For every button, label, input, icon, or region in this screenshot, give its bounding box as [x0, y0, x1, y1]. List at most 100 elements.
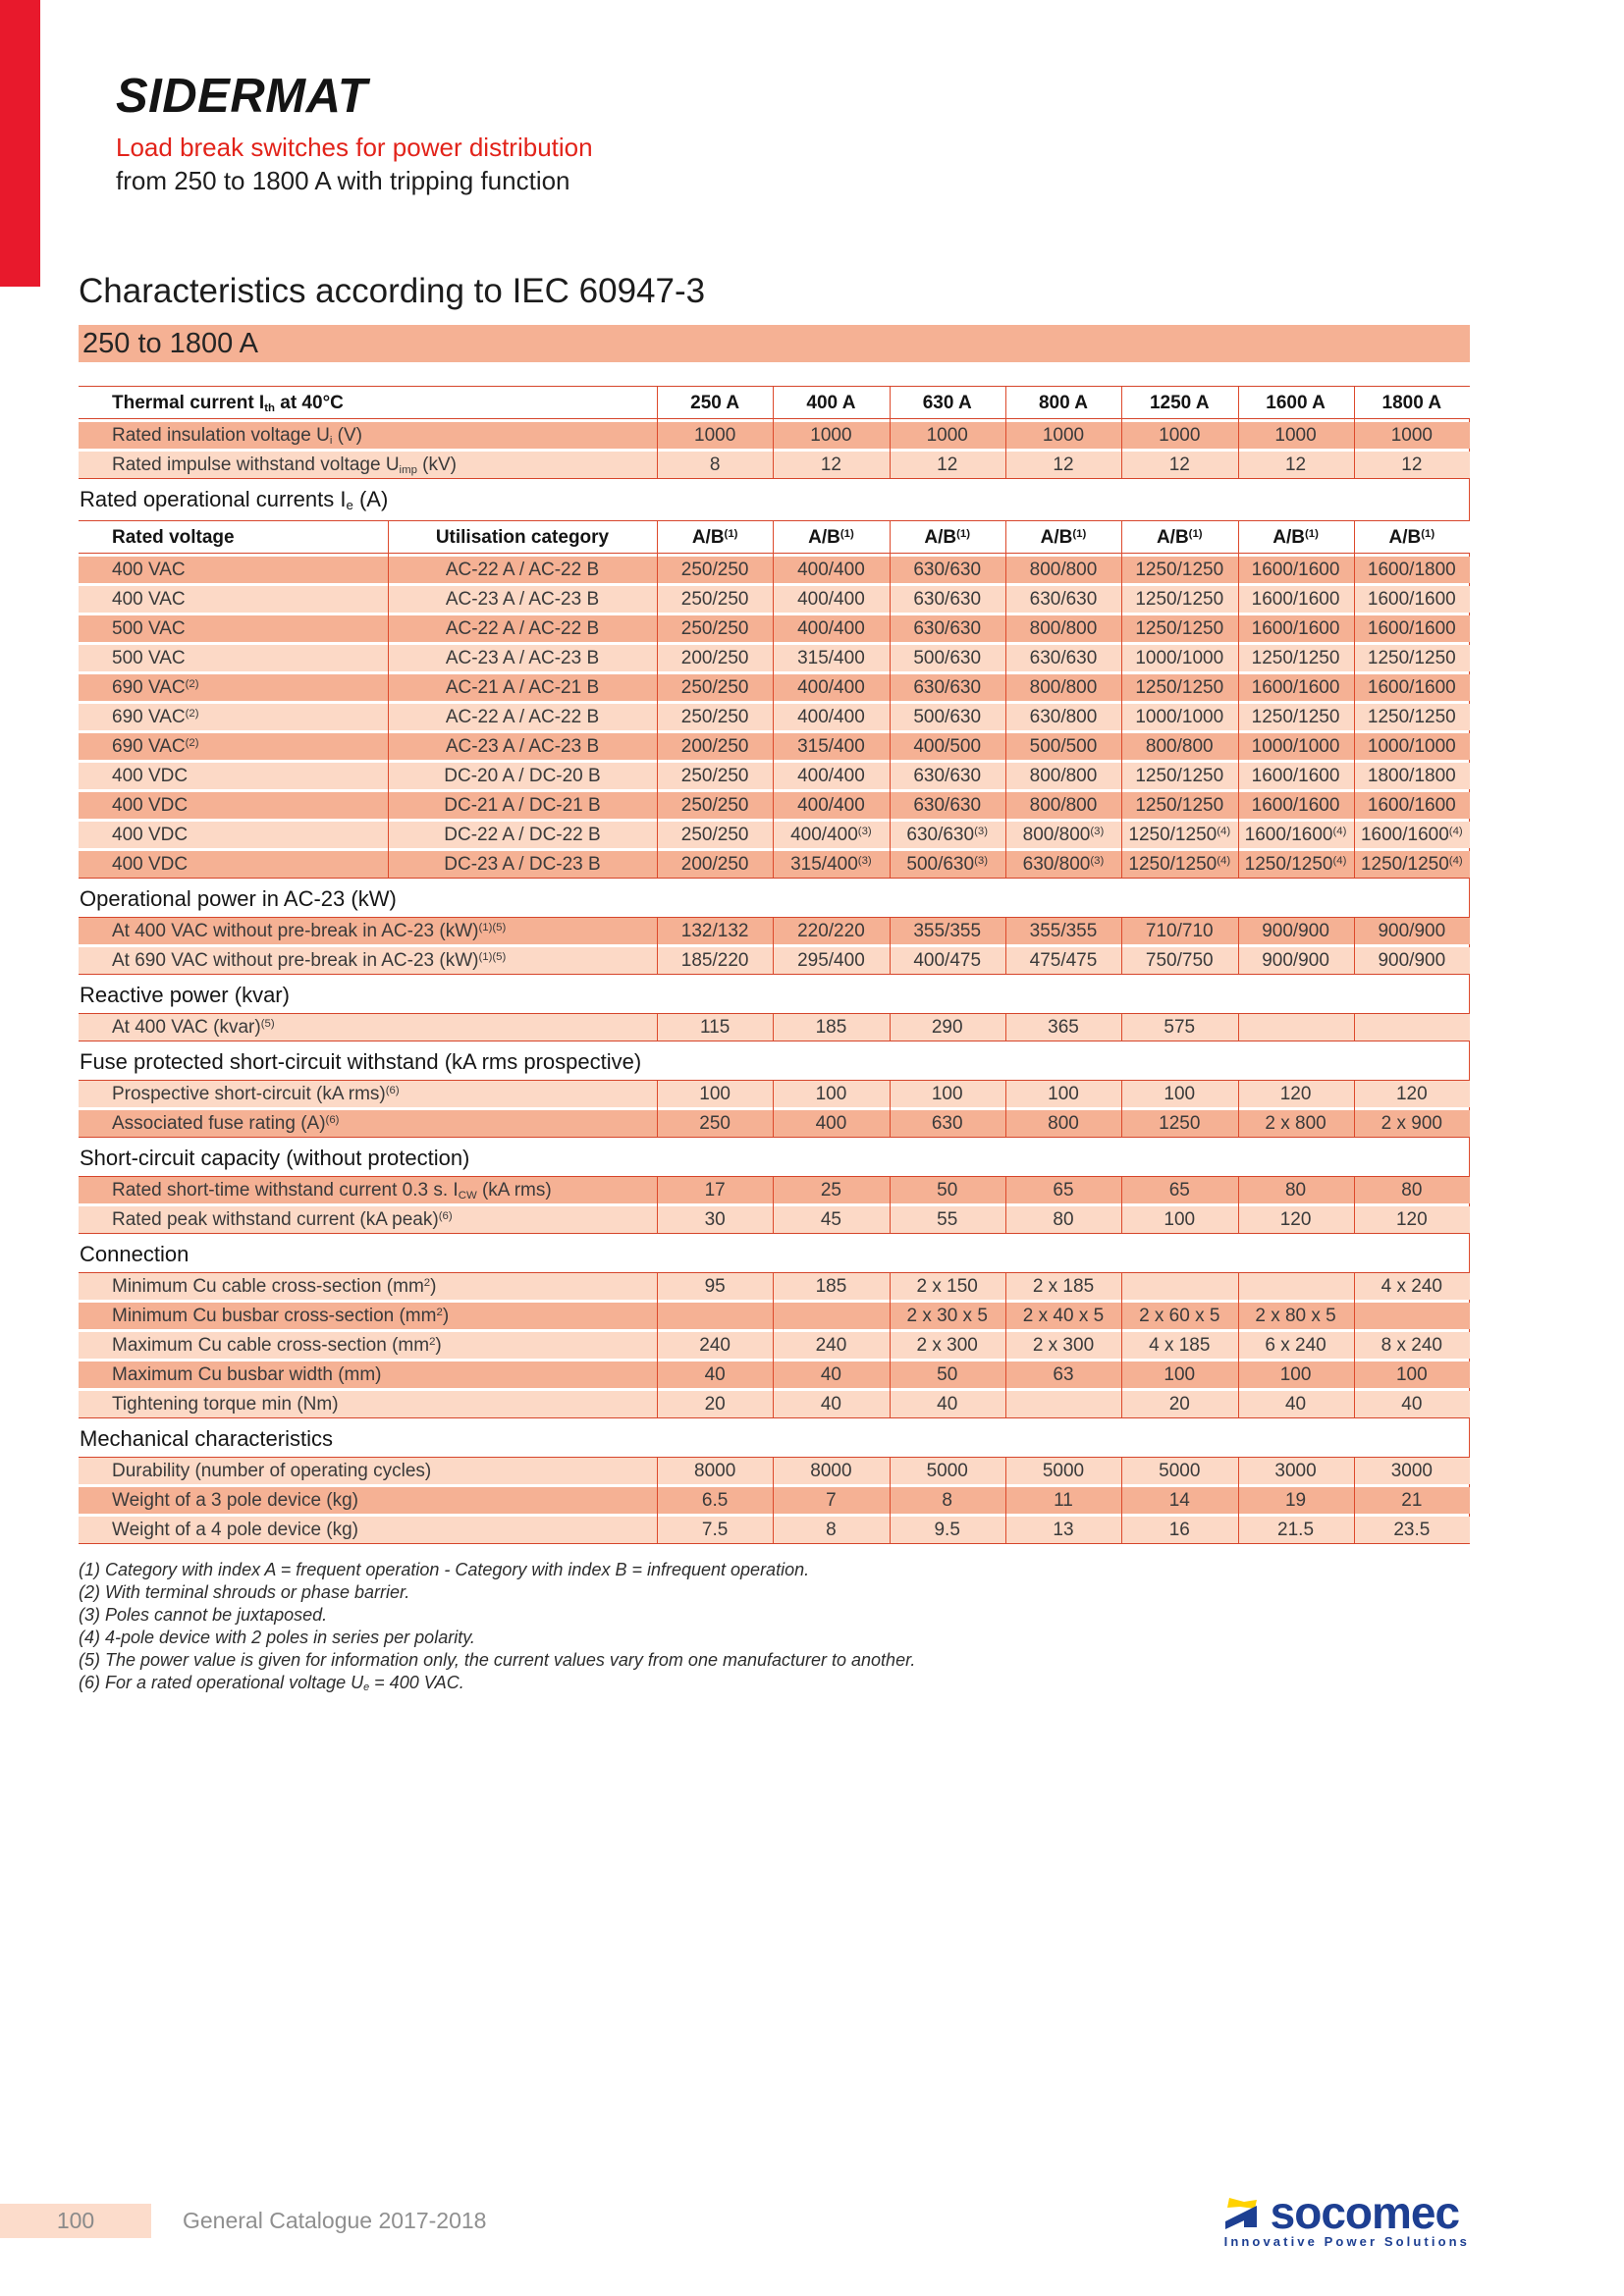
cell-value: 8 — [826, 1520, 837, 1540]
cell-value: 100 — [1395, 1364, 1428, 1385]
table-block: At 400 VAC (kvar)(5) 115 185 290 365 575 — [79, 1013, 1470, 1041]
cell-value: 1250/1250 — [1135, 795, 1224, 816]
table-row: 500 VAC AC-22 A / AC-22 B 250/250 400/400 63… — [79, 615, 1470, 642]
cell-value: 13 — [1053, 1520, 1074, 1540]
cell-value: 250/250 — [680, 677, 749, 698]
cell-value: 220/220 — [797, 921, 865, 941]
row-label: Minimum Cu cable cross-section (mm2) — [112, 1276, 437, 1297]
cell-value: 1000 — [1042, 425, 1085, 446]
table-row: At 400 VAC (kvar)(5) 115 185 290 365 575 — [79, 1014, 1470, 1041]
footnote: (3) Poles cannot be juxtaposed. — [79, 1605, 328, 1625]
table-row: 400 VDC DC-23 A / DC-23 B 200/250 315/400(3… — [79, 851, 1470, 878]
cell-value: 800/800 — [1145, 736, 1214, 757]
cell-value: 40 — [820, 1394, 841, 1415]
cell-value: 5000 — [926, 1461, 968, 1481]
catalogue-title: General Catalogue 2017-2018 — [183, 2208, 487, 2233]
cell-value: 100 — [1164, 1084, 1196, 1104]
cell-value: 12 — [1168, 454, 1190, 475]
cell-value — [1354, 1303, 1470, 1329]
column-divider — [1353, 1458, 1355, 1543]
cell-value: 2 x 150 — [916, 1276, 978, 1297]
cell-value: 8 — [942, 1490, 952, 1511]
cell-value: 200/250 — [680, 736, 749, 757]
cell-value — [1354, 1014, 1470, 1041]
row-label: 500 VAC — [112, 648, 186, 668]
cell-value: 16 — [1168, 1520, 1190, 1540]
cell-value: 40 — [820, 1364, 841, 1385]
cell-value: 1000 — [926, 425, 968, 446]
cell-value: 355/355 — [913, 921, 982, 941]
table-row: Rated impulse withstand voltage Uimp (kV… — [79, 452, 1470, 478]
column-divider — [1353, 1081, 1355, 1137]
utilisation-label: DC-20 A / DC-20 B — [444, 766, 601, 786]
utilisation-label: AC-22 A / AC-22 B — [445, 618, 600, 639]
section-heading: Short-circuit capacity (without protecti… — [80, 1146, 470, 1170]
cell-value: 1000/1000 — [1135, 648, 1224, 668]
table-row: 400 VDC DC-22 A / DC-22 B 250/250 400/400(3… — [79, 822, 1470, 848]
utilisation-label: AC-22 A / AC-22 B — [445, 707, 600, 727]
brand-header: SIDERMAT Load break switches for power d… — [116, 69, 593, 196]
row-label: Maximum Cu busbar width (mm) — [112, 1364, 382, 1385]
column-header: 1250 A — [1149, 393, 1210, 413]
cell-value: 1250/1250 — [1135, 677, 1224, 698]
cell-value: 45 — [820, 1209, 841, 1230]
cell-value: 1600/1600(4) — [1244, 825, 1347, 845]
main-content: Characteristics according to IEC 60947-3… — [79, 271, 1470, 1697]
utilisation-label: DC-23 A / DC-23 B — [444, 854, 601, 875]
cell-value: 2 x 800 — [1265, 1113, 1326, 1134]
cell-value: 500/630 — [913, 707, 982, 727]
cell-value: 1600/1600 — [1251, 795, 1340, 816]
cell-value: 400/400 — [797, 766, 865, 786]
row-label: Tightening torque min (Nm) — [112, 1394, 339, 1415]
column-divider — [1237, 1458, 1239, 1543]
cell-value: 2 x 40 x 5 — [1022, 1306, 1105, 1326]
cell-value: 630/630 — [1029, 648, 1098, 668]
column-divider — [1121, 1273, 1123, 1417]
column-divider — [1121, 1177, 1123, 1233]
cell-value: 30 — [704, 1209, 726, 1230]
cell-value — [1005, 1391, 1121, 1417]
column-divider — [1353, 1273, 1355, 1417]
section-heading: Operational power in AC-23 (kW) — [80, 886, 397, 911]
column-divider — [889, 1177, 891, 1233]
row-label: 690 VAC(2) — [112, 677, 199, 698]
cell-value: 800/800 — [1029, 677, 1098, 698]
column-divider — [1237, 1014, 1239, 1041]
column-divider — [1237, 1081, 1239, 1137]
cell-value: 1600/1600 — [1367, 618, 1456, 639]
row-label: At 690 VAC without pre-break in AC-23 (k… — [112, 950, 507, 971]
cell-value — [657, 1303, 773, 1329]
column-divider — [1353, 387, 1355, 478]
brand-title: SIDERMAT — [116, 70, 368, 123]
column-divider — [773, 521, 775, 878]
cell-value: 100 — [1279, 1364, 1312, 1385]
cell-value: 5000 — [1042, 1461, 1085, 1481]
column-divider — [1121, 1014, 1123, 1041]
cell-value: 1000 — [1159, 425, 1201, 446]
cell-value: 40 — [1284, 1394, 1307, 1415]
table-row: Maximum Cu cable cross-section (mm2) 240 2… — [79, 1332, 1470, 1359]
cell-value: 575 — [1164, 1017, 1196, 1038]
cell-value: 100 — [1164, 1209, 1196, 1230]
table-block: Rated short-time withstand current 0.3 s… — [79, 1176, 1470, 1234]
cell-value: 295/400 — [797, 950, 865, 971]
row-label: 400 VDC — [112, 825, 189, 845]
table-row: 400 VAC AC-22 A / AC-22 B 250/250 400/400 63… — [79, 557, 1470, 583]
cell-value: 20 — [704, 1394, 726, 1415]
utilisation-label: AC-23 A / AC-23 B — [445, 589, 600, 610]
cell-value: 630/630 — [913, 766, 982, 786]
column-header: 400 A — [806, 393, 856, 413]
logo-wordmark: socomec — [1270, 2187, 1460, 2238]
cell-value: 400 — [815, 1113, 847, 1134]
cell-value: 19 — [1284, 1490, 1307, 1511]
cell-value: 7.5 — [701, 1520, 729, 1540]
table-row: Durability (number of operating cycles) 8… — [79, 1458, 1470, 1484]
column-divider — [889, 1014, 891, 1041]
table-row: Minimum Cu cable cross-section (mm2) 95 18… — [79, 1273, 1470, 1300]
cell-value: 400/400 — [797, 795, 865, 816]
cell-value: 1000/1000 — [1135, 707, 1224, 727]
cell-value: 1600/1800 — [1367, 560, 1456, 580]
section-heading: Rated operational currents Ie (A) — [80, 487, 389, 512]
cell-value: 40 — [937, 1394, 958, 1415]
table-row: Minimum Cu busbar cross-section (mm2) 2 x… — [79, 1303, 1470, 1329]
